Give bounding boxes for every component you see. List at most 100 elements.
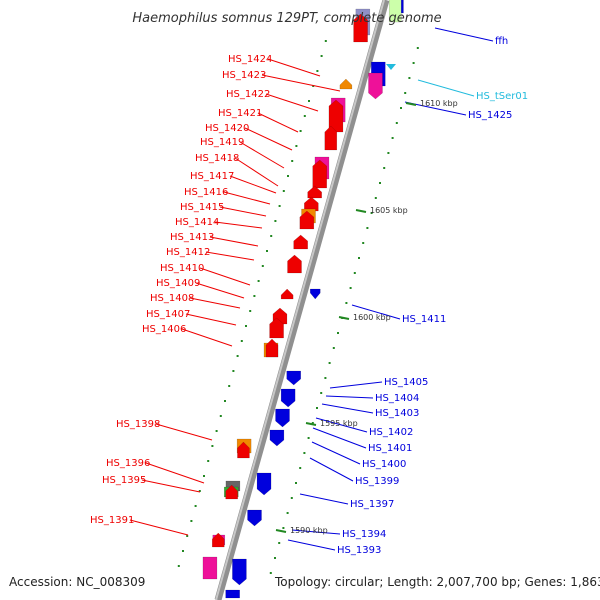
reverse-gene-glyph: [269, 429, 285, 447]
leader-line: [141, 479, 201, 493]
forward-gene-glyph: [280, 288, 294, 300]
forward-gene-glyph: [324, 125, 338, 151]
scale-dot: [303, 452, 306, 454]
gene-label-hs-1425: HS_1425: [468, 110, 512, 121]
gene-label-hs_1413: HS_1413: [170, 232, 214, 243]
forward-gene-glyph: [293, 234, 308, 250]
tick-dots: [177, 40, 419, 574]
tick-label: 1605 kbp: [370, 206, 408, 215]
tick-mark: [405, 102, 417, 106]
scale-dot: [245, 325, 247, 327]
leader-line: [321, 403, 374, 414]
tick-mark: [355, 209, 367, 213]
scale-dot: [261, 265, 264, 267]
scale-dot: [320, 392, 323, 394]
leader-line: [299, 493, 349, 505]
gene-label-hs_1416: HS_1416: [184, 187, 228, 198]
scale-dot: [370, 212, 373, 214]
scale-dot: [274, 557, 276, 559]
scale-dot: [383, 167, 386, 169]
reverse-gene-glyph: [247, 509, 262, 527]
scale-dot: [282, 527, 285, 529]
forward-gene-glyph: [265, 338, 279, 358]
tick-mark: [305, 422, 317, 426]
gene-label-hs_1391: HS_1391: [90, 515, 134, 526]
scale-dot: [215, 430, 218, 432]
forward-gene-glyph: [312, 159, 327, 189]
leader-line: [417, 79, 475, 97]
trna-glyph: [386, 64, 396, 70]
scale-dot: [349, 287, 352, 289]
scale-dot: [308, 100, 310, 102]
leader-line: [312, 427, 367, 449]
scale-dot: [374, 197, 377, 199]
gene-label-hs_1417: HS_1417: [190, 171, 234, 182]
forward-gene-glyph: [368, 72, 383, 100]
scale-dot: [316, 407, 318, 409]
scale-dot: [278, 542, 281, 544]
scale-dot: [408, 77, 411, 79]
gene-label-hs-1402: HS_1402: [369, 427, 413, 438]
leader-line: [325, 395, 374, 399]
forward-gene-glyph: [339, 78, 353, 90]
tick-label: 1595 kbp: [320, 419, 358, 428]
scale-dot: [291, 160, 294, 162]
gene-label-hs_1423: HS_1423: [222, 70, 266, 81]
scale-dot: [274, 220, 277, 222]
scale-dot: [240, 340, 243, 342]
scale-dot: [366, 227, 369, 229]
gene-label-hs-1403: HS_1403: [375, 408, 419, 419]
scale-dot: [287, 175, 289, 177]
gene-label-hs-1397: HS_1397: [350, 499, 394, 510]
scale-dot: [286, 512, 289, 514]
leader-line: [287, 539, 336, 551]
leader-line: [214, 221, 263, 229]
forward-gene-glyph: [353, 13, 368, 43]
leader-line: [199, 267, 251, 286]
scale-dot: [282, 190, 285, 192]
leader-line: [209, 236, 259, 247]
leader-line: [195, 282, 245, 299]
gene-label-hs_1414: HS_1414: [175, 217, 219, 228]
scale-dot: [379, 182, 381, 184]
gene-label-hs-1401: HS_1401: [368, 443, 412, 454]
gene-label-hs_1396: HS_1396: [106, 458, 150, 469]
gene-label-hs_1395: HS_1395: [102, 475, 146, 486]
gene-label-hs_1419: HS_1419: [200, 137, 244, 148]
leader-line: [315, 417, 368, 433]
scale-dot: [228, 385, 231, 387]
gene-label-hs_1418: HS_1418: [195, 153, 239, 164]
leader-line: [219, 206, 267, 217]
forward-gene-glyph: [287, 254, 302, 274]
gene-label-hs-1393: HS_1393: [337, 545, 381, 556]
scale-dot: [266, 250, 268, 252]
label-leaders: [129, 27, 494, 551]
scale-dot: [269, 572, 272, 574]
gene-label-hs_1412: HS_1412: [166, 247, 210, 258]
leader-line: [351, 304, 401, 320]
forward-gene-glyph: [328, 99, 344, 133]
scale-dot: [387, 152, 390, 154]
reverse-gene-glyph: [256, 472, 272, 496]
scale-dot: [257, 280, 260, 282]
leader-line: [261, 74, 341, 92]
gene-label-hs-1405: HS_1405: [384, 377, 428, 388]
tick-label: 1600 kbp: [353, 313, 391, 322]
scale-dot: [194, 505, 197, 507]
scale-dot: [290, 497, 293, 499]
leader-line: [185, 313, 237, 326]
gene-label-ffh: ffh: [495, 36, 508, 47]
gene-labels: HS_1424 HS_1423 HS_1422 HS_1421 HS_1420 HS_14…: [90, 36, 528, 556]
leader-line: [291, 529, 341, 535]
leader-line: [244, 127, 293, 151]
scale-dot: [391, 137, 394, 139]
scale-dot: [177, 565, 180, 567]
scale-dot: [182, 550, 184, 552]
scale-dot: [328, 362, 331, 364]
scale-dot: [295, 145, 298, 147]
scale-dot: [299, 130, 302, 132]
reverse-gene-glyph: [275, 408, 290, 428]
gene-label-hs-tser01: HS_tSer01: [476, 91, 528, 102]
leader-line: [129, 519, 189, 536]
scale-dot: [337, 332, 339, 334]
